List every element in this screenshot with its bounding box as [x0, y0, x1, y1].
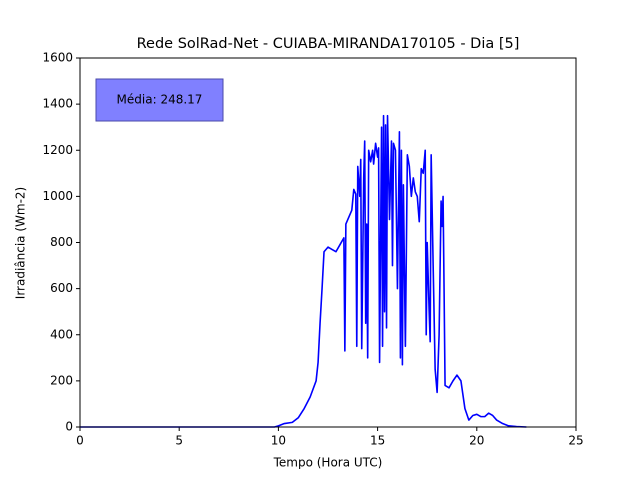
y-axis-label: Irradiância (Wm-2) — [14, 187, 28, 299]
x-axis-label: Tempo (Hora UTC) — [273, 456, 383, 470]
annotation: Média: 248.17 — [117, 93, 203, 107]
y-tick-label: 1000 — [42, 189, 73, 203]
annotation-box — [95, 78, 224, 122]
y-tick-label: 200 — [50, 373, 73, 387]
y-tick-label: 600 — [50, 281, 73, 295]
x-tick-label: 25 — [568, 434, 583, 448]
plot-frame — [79, 57, 577, 428]
x-tick-label: 10 — [271, 434, 286, 448]
x-tick-label: 20 — [469, 434, 484, 448]
y-tick-label: 800 — [50, 235, 73, 249]
y-tick-label: 0 — [65, 420, 73, 434]
y-tick-label: 400 — [50, 327, 73, 341]
data-line — [80, 114, 527, 428]
x-tick-label: 5 — [175, 434, 183, 448]
y-tick-label: 1400 — [42, 97, 73, 111]
y-tick-label: 1600 — [42, 51, 73, 65]
chart-title: Rede SolRad-Net - CUIABA-MIRANDA170105 -… — [137, 36, 520, 52]
x-tick-label: 0 — [76, 434, 84, 448]
x-tick-label: 15 — [370, 434, 385, 448]
y-tick-label: 1200 — [42, 143, 73, 157]
